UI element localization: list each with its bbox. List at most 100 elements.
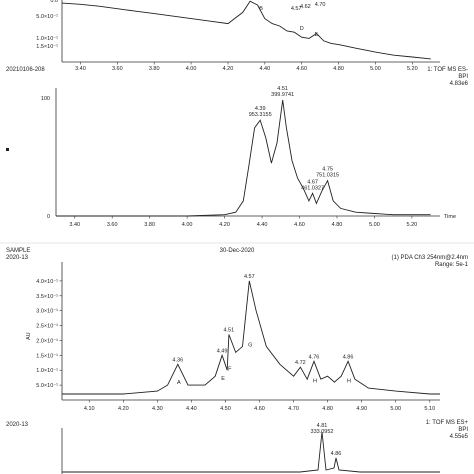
p3-peak-rt: 4.76: [309, 354, 320, 360]
p2-x-tick-label: 3.80: [144, 222, 155, 228]
p3-x-tick-label: 4.10: [84, 406, 95, 412]
panel-2: 20210106-208 1: TOF MS ES- BPI 4.83e6 % …: [6, 67, 469, 228]
p2-x-tick-label: 5.00: [369, 222, 380, 228]
p3-peak-rt: 4.36: [172, 357, 183, 363]
p4-peak-mz: 333.0952: [311, 429, 334, 435]
p2-peak-mz: 953.3155: [249, 112, 272, 118]
p3-y-tick-label: 1.0×10⁻¹: [36, 368, 58, 374]
p3-y-tick-label: 3.0×10⁻¹: [36, 309, 58, 315]
p3-y-tick-label: 1.5×10⁻¹: [36, 353, 58, 359]
p3-peak-letter: H: [313, 379, 317, 385]
p1-x-tick-label: 4.40: [259, 66, 270, 72]
p3-peak-letter: F: [228, 367, 232, 373]
p1-peak-label: 4.57: [291, 6, 302, 12]
p3-y-tick-label: 2.0×10⁻¹: [36, 338, 58, 344]
p3-peak-letter: E: [221, 376, 225, 382]
p1-y-tick-label: 5.0×10⁻¹: [36, 14, 58, 20]
p3-peak-rt: 4.49: [217, 348, 228, 354]
p3-peak-rt: 4.72: [295, 360, 306, 366]
p3-y-label: AU: [26, 332, 32, 340]
p4-peak-rt: 4.86: [331, 451, 342, 457]
p2-header-left: 20210106-208: [6, 67, 45, 73]
p4-peak-rt: 4.81: [317, 423, 328, 429]
panel-3: SAMPLE 2020-13 30-Dec-2020 (1) PDA Ch3 2…: [0, 242, 474, 412]
p1-x-tick-label: 4.60: [296, 66, 307, 72]
p3-peak-letter: A: [177, 380, 181, 386]
panel-1: 3.40 3.60 3.80 4.00 4.20 4.40 4.60 4.80 5.00 5.20…: [36, 0, 440, 72]
p2-x-tick-label: 3.40: [69, 222, 80, 228]
p1-x-tick-label: 3.60: [112, 66, 123, 72]
p2-x-tick-label: 4.60: [294, 222, 305, 228]
p1-y-tick-label: 1.0×10⁻¹: [36, 36, 58, 42]
p4-header-right-3: 4.55e5: [450, 434, 469, 440]
p3-x-tick-label: 4.60: [254, 406, 265, 412]
p3-peak-letter: H: [347, 379, 351, 385]
p3-header-right-1: (1) PDA Ch3 254nm@2.4nm: [392, 255, 468, 261]
p3-header-right-2: Range: 5e-1: [435, 262, 469, 268]
p2-peak-rt: 4.51: [277, 86, 288, 92]
p2-header-right-2: BPI: [458, 74, 468, 80]
p4-trace: [62, 431, 440, 473]
p3-x-tick-label: 4.70: [288, 406, 299, 412]
p3-x-tick-label: 4.30: [152, 406, 163, 412]
panel-4: 2020-13 1: TOF MS ES+ BPI 4.55e5 4.81333…: [6, 420, 469, 474]
p1-peak-label: 4.70: [315, 2, 326, 8]
p3-peak-rt: 4.51: [224, 327, 235, 333]
p2-x-tick-label: 3.60: [107, 222, 118, 228]
p3-peak-rt: 4.86: [343, 354, 354, 360]
p3-x-tick-label: 4.50: [220, 406, 231, 412]
p1-x-tick-label: 3.40: [75, 66, 86, 72]
p2-x-label: Time: [444, 214, 456, 220]
p1-peak-label: E: [315, 32, 319, 38]
p2-peak-rt: 4.39: [255, 106, 266, 112]
p3-y-tick-label: 3.5×10⁻¹: [36, 294, 58, 300]
p3-x-tick-label: 5.10: [424, 406, 435, 412]
p3-x-tick-label: 4.20: [118, 406, 129, 412]
p2-y-tick-100: 100: [41, 96, 50, 102]
p3-trace: [62, 280, 440, 395]
p2-y-tick-0: 0: [47, 214, 50, 220]
p1-y-tick-label: 0.0: [50, 0, 58, 4]
p3-header-sub: 2020-13: [6, 255, 29, 261]
p3-y-tick-label: 5.0×10⁻¹: [36, 383, 58, 389]
p3-x-tick-label: 4.90: [356, 406, 367, 412]
p1-x-tick-label: 4.80: [333, 66, 344, 72]
p2-peak-rt: 4.67: [307, 179, 318, 185]
p2-header-right-1: 1: TOF MS ES-: [427, 67, 468, 73]
p1-trace: [61, 0, 431, 60]
p3-y-tick-label: 2.5×10⁻¹: [36, 324, 58, 330]
p1-x-tick-label: 5.00: [370, 66, 381, 72]
p2-peak-mz: 751.0315: [316, 173, 339, 179]
p2-trace: [56, 100, 431, 217]
p4-header-right-1: 1: TOF MS ES+: [426, 420, 469, 426]
p1-x-tick-label: 3.80: [149, 66, 160, 72]
p4-header-sub: 2020-13: [6, 422, 29, 428]
p3-x-tick-label: 4.80: [322, 406, 333, 412]
p3-peak-letter: G: [248, 342, 252, 348]
p1-y-tick-label: 1.5×10⁻¹: [36, 44, 58, 50]
p3-x-tick-label: 5.00: [390, 406, 401, 412]
p3-header-left: SAMPLE: [6, 248, 30, 254]
p1-x-tick-label: 4.20: [223, 66, 234, 72]
p3-peak-rt: 4.57: [244, 274, 255, 280]
p2-x-tick-label: 5.20: [407, 222, 418, 228]
p2-x-tick-label: 4.20: [219, 222, 230, 228]
p1-peak-label: D: [300, 26, 304, 32]
p1-peak-label: 4.62: [300, 4, 311, 10]
p2-peak-mz: 399.9741: [271, 92, 294, 98]
p1-x-tick-label: 4.00: [186, 66, 197, 72]
p2-header-right-3: 4.83e6: [450, 81, 469, 87]
p2-marker: [6, 148, 9, 151]
p2-peak-rt: 4.75: [322, 167, 333, 173]
p4-header-right-2: BPI: [458, 427, 468, 433]
p3-header-center: 30-Dec-2020: [220, 248, 255, 254]
p2-peak-mz: 461.0327: [301, 185, 324, 191]
p3-x-tick-label: 4.40: [186, 406, 197, 412]
p2-x-tick-label: 4.00: [182, 222, 193, 228]
p2-x-tick-label: 4.40: [257, 222, 268, 228]
p1-x-tick-label: 5.20: [407, 66, 418, 72]
p3-y-tick-label: 4.0×10⁻¹: [36, 279, 58, 285]
p2-x-tick-label: 4.80: [332, 222, 343, 228]
p1-peak-label: B: [259, 6, 263, 12]
